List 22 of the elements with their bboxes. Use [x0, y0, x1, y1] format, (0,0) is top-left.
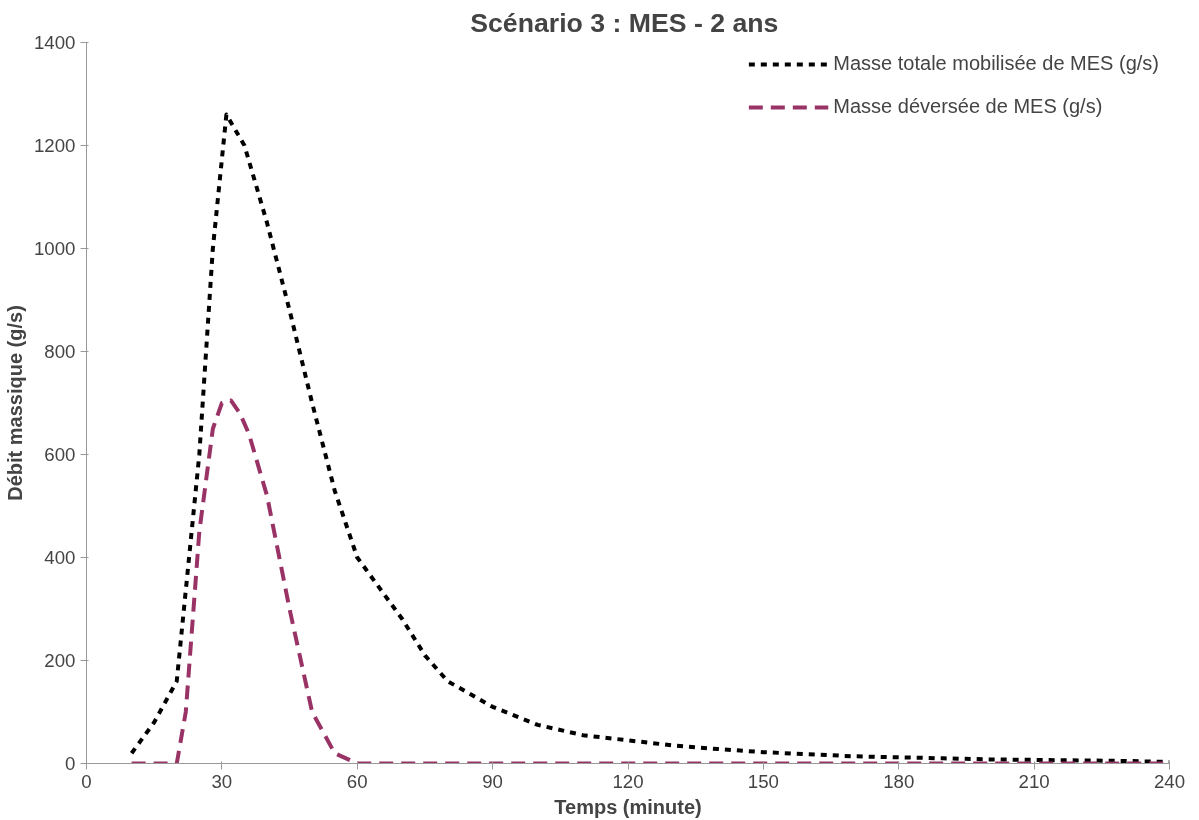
- x-tick-label: 150: [747, 770, 779, 792]
- x-tick-label: 210: [1018, 770, 1050, 792]
- x-tick-label: 90: [482, 770, 504, 792]
- chart-title: Scénario 3 : MES - 2 ans: [470, 7, 779, 38]
- y-tick-label: 1000: [34, 238, 76, 259]
- x-axis-title: Temps (minute): [554, 795, 702, 818]
- y-tick-label: 1400: [34, 32, 76, 53]
- legend-label: Masse déversée de MES (g/s): [833, 95, 1104, 118]
- y-tick-label: 400: [44, 547, 76, 568]
- x-tick-label: 180: [883, 770, 915, 792]
- x-tick-label: 120: [612, 770, 644, 792]
- x-tick-label: 0: [81, 770, 92, 792]
- x-tick-label: 60: [346, 770, 368, 792]
- y-axis-title: Débit massique (g/s): [4, 305, 26, 501]
- x-tick-label: 240: [1153, 770, 1186, 792]
- x-tick-label: 30: [211, 770, 233, 792]
- y-tick-label: 0: [65, 753, 76, 774]
- y-tick-label: 800: [44, 341, 76, 362]
- y-tick-label: 600: [44, 444, 76, 465]
- y-tick-label: 1200: [34, 135, 76, 156]
- y-tick-label: 200: [44, 650, 76, 671]
- legend-label: Masse totale mobilisée de MES (g/s): [833, 52, 1159, 75]
